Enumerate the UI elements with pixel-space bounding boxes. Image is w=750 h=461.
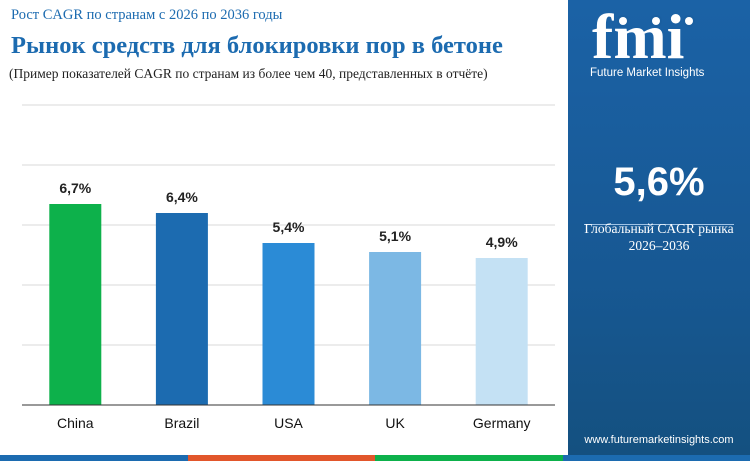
chart-note: (Пример показателей CAGR по странам из б… [9,66,488,81]
chart-title: Рынок средств для блокировки пор в бетон… [11,32,503,59]
bar-uk [369,252,422,405]
bottom-color-strip [0,455,750,461]
data-label-brazil: 6,4% [166,189,198,205]
bars [49,204,528,405]
strip-segment [562,455,750,461]
bar-chart: 6,7% 6,4% 5,4% 5,1% 4,9% China Brazil USA UK Ger… [22,104,555,431]
bar-usa [262,243,315,405]
divider [568,212,750,225]
data-labels: 6,7% 6,4% 5,4% 5,1% 4,9% [59,180,518,250]
bar-china [49,204,102,405]
category-tick-labels: China Brazil USA UK Germany [57,415,530,431]
logo-letters: fmi [592,6,684,66]
strip-segment [0,455,188,461]
data-label-usa: 5,4% [273,219,305,235]
data-label-germany: 4,9% [486,234,518,250]
website-link[interactable]: www.futuremarketinsights.com [584,434,734,446]
tick-label-germany: Germany [473,415,531,431]
strip-segment [187,455,375,461]
chart-subtitle: Рост CAGR по странам с 2026 по 2036 годы [11,7,283,23]
global-cagr-value: 5,6% [613,160,705,204]
tick-label-uk: UK [385,415,405,431]
tick-label-brazil: Brazil [164,415,199,431]
tick-label-china: China [57,415,94,431]
panel-background [568,0,750,461]
data-label-uk: 5,1% [379,228,411,244]
global-cagr-period: 2026–2036 [628,238,690,253]
summary-panel: fmi Future Market Insights 5,6% Глобальн… [568,0,750,461]
strip-segment [375,455,563,461]
logo-caption: Future Market Insights [590,67,705,79]
bar-germany [475,258,528,405]
global-cagr-label: Глобальный CAGR рынка [584,221,734,236]
bar-brazil [155,213,208,405]
data-label-china: 6,7% [59,180,91,196]
tick-label-usa: USA [274,415,303,431]
fmi-logo-mark: fmi [592,1,695,72]
chart-panel: Рост CAGR по странам с 2026 по 2036 годы… [9,7,555,431]
fmi-logo: fmi Future Market Insights [590,1,730,84]
